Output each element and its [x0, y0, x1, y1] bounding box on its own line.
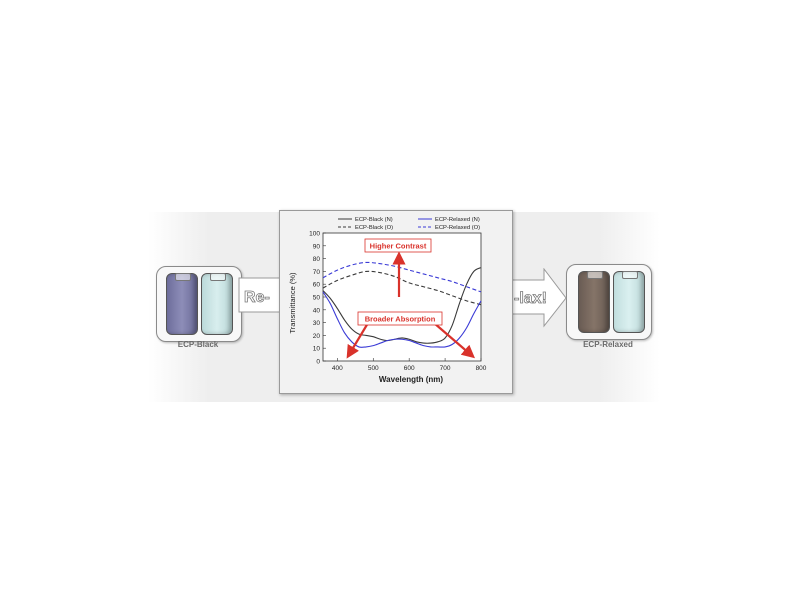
series-line-2 [322, 291, 482, 348]
series-line-0 [322, 267, 482, 344]
ecp-relaxed-sample-photo [566, 264, 652, 340]
ecp-black-sample-photo [156, 266, 242, 342]
legend-entry: ECP-Black (N) [355, 217, 393, 223]
y-tick-label: 40 [313, 307, 321, 314]
legend: ECP-Black (N) ECP-Relaxed (N) ECP-Black (O… [338, 217, 480, 231]
higher-contrast-label: Higher Contrast [370, 242, 427, 251]
x-tick-label: 700 [440, 365, 451, 372]
y-tick-label: 30 [313, 320, 321, 327]
relax-arrow-text: -lax! [514, 290, 547, 307]
y-tick-label: 90 [313, 243, 321, 250]
legend-entry: ECP-Black (O) [355, 225, 393, 231]
legend-entry: ECP-Relaxed (N) [435, 217, 480, 223]
y-tick-label: 100 [309, 231, 320, 238]
x-tick-label: 600 [404, 365, 415, 372]
transmittance-chart: ECP-Black (N) ECP-Relaxed (N) ECP-Black (O… [288, 217, 487, 384]
series-lines [322, 261, 482, 348]
annotations: Higher Contrast Broader Absorption [346, 238, 476, 359]
light-film-swatch-right [613, 271, 645, 333]
relaxed-film-swatch [578, 271, 610, 333]
legend-entry: ECP-Relaxed (O) [435, 225, 480, 231]
black-film-swatch [166, 273, 198, 335]
broader-absorption-box [357, 311, 443, 326]
light-film-swatch [201, 273, 233, 335]
broader-absorption-arrow-left [346, 322, 369, 359]
relax-arrow: -lax! [510, 268, 567, 328]
y-tick-label: 10 [313, 346, 321, 353]
x-tick-label: 400 [332, 365, 343, 372]
re-arrow-text: Re- [244, 289, 270, 306]
broader-absorption-arrow-right [433, 322, 476, 359]
y-tick-label: 70 [313, 269, 321, 276]
y-tick-label: 0 [316, 359, 320, 366]
ecp-relaxed-label: ECP-Relaxed [583, 340, 633, 349]
y-tick-label: 80 [313, 256, 321, 263]
x-tick-label: 500 [368, 365, 379, 372]
broader-absorption-label: Broader Absorption [365, 315, 436, 324]
x-tick-label: 800 [476, 365, 487, 372]
higher-contrast-box [364, 238, 432, 253]
x-axis-label: Wavelength (nm) [379, 375, 443, 384]
series-line-1 [322, 270, 482, 306]
y-tick-label: 20 [313, 333, 321, 340]
y-tick-label: 60 [313, 282, 321, 289]
chart-frame: ECP-Black (N) ECP-Relaxed (N) ECP-Black (O… [279, 210, 513, 394]
y-tick-label: 50 [313, 295, 321, 302]
ecp-black-label: ECP-Black [177, 340, 219, 349]
y-axis-label: Transmittance (%) [288, 272, 297, 333]
re-arrow: Re- [238, 277, 282, 313]
